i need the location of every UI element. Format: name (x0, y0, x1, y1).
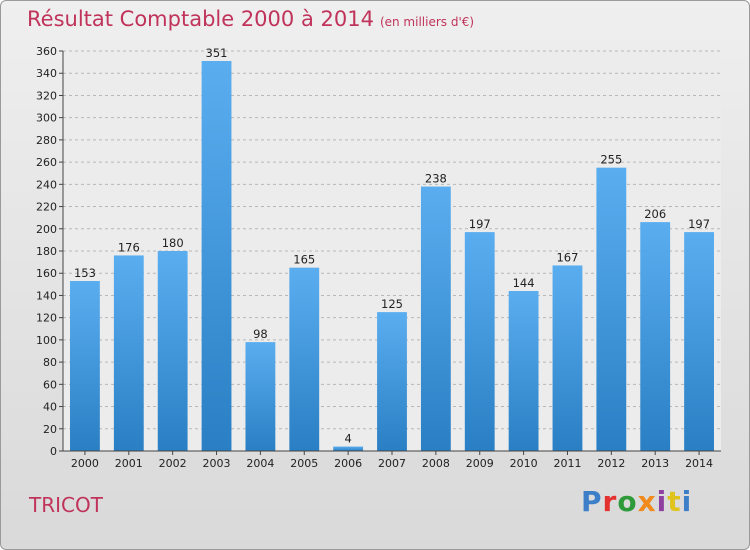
y-tick-label: 240 (36, 178, 57, 191)
y-tick-label: 140 (36, 289, 57, 302)
bar-value-label: 165 (293, 253, 315, 267)
bar-value-label: 197 (469, 217, 491, 231)
y-tick-label: 340 (36, 67, 57, 80)
bar-value-label: 197 (688, 217, 710, 231)
logo-letter: P (581, 485, 603, 518)
y-tick-label: 80 (43, 356, 57, 369)
x-tick-label: 2007 (378, 457, 406, 470)
bar-value-label: 153 (74, 266, 96, 280)
y-tick-label: 0 (50, 445, 57, 458)
x-tick-label: 2012 (597, 457, 625, 470)
x-tick-label: 2001 (115, 457, 143, 470)
bar (596, 167, 627, 451)
bar (333, 446, 364, 451)
logo-letter: i (681, 485, 693, 518)
y-tick-label: 20 (43, 423, 57, 436)
bar (377, 312, 407, 451)
bar-value-label: 144 (513, 276, 535, 290)
proxiti-logo: Proxiti (581, 485, 692, 518)
x-tick-label: 2006 (334, 457, 362, 470)
bar-value-label: 180 (162, 236, 184, 250)
bar-value-label: 98 (253, 327, 268, 341)
chart-title: Résultat Comptable 2000 à 2014 (en millie… (27, 7, 474, 31)
bar (113, 255, 144, 451)
bar-value-label: 351 (206, 46, 228, 60)
bar-value-label: 167 (556, 250, 578, 264)
x-tick-label: 2013 (641, 457, 669, 470)
bar (70, 281, 100, 451)
bar (684, 232, 714, 451)
bar (289, 267, 320, 451)
y-tick-label: 320 (36, 89, 57, 102)
y-tick-label: 260 (36, 156, 57, 169)
y-tick-label: 60 (43, 378, 57, 391)
x-tick-label: 2009 (466, 457, 494, 470)
bar-value-label: 238 (425, 172, 447, 186)
logo-letter: x (637, 485, 657, 518)
bar (245, 342, 276, 451)
bar-value-label: 176 (118, 240, 140, 254)
y-tick-label: 120 (36, 312, 57, 325)
bar (464, 232, 495, 451)
bar (157, 251, 188, 451)
logo-letter: t (667, 485, 682, 518)
x-tick-label: 2008 (422, 457, 450, 470)
x-tick-label: 2002 (159, 457, 187, 470)
x-tick-label: 2014 (685, 457, 713, 470)
bar-value-label: 206 (644, 207, 666, 221)
bar-value-label: 125 (381, 297, 403, 311)
y-tick-label: 200 (36, 223, 57, 236)
logo-letter: i (656, 485, 668, 518)
bar-value-label: 255 (600, 153, 622, 167)
y-tick-label: 360 (36, 45, 57, 58)
bar (201, 61, 232, 451)
bar (420, 186, 451, 452)
logo-letter: r (602, 485, 618, 518)
bar (552, 265, 583, 451)
y-tick-label: 220 (36, 201, 57, 214)
x-tick-label: 2000 (71, 457, 99, 470)
y-tick-label: 180 (36, 245, 57, 258)
y-tick-label: 40 (43, 401, 57, 414)
x-tick-label: 2005 (290, 457, 318, 470)
commune-name: TRICOT (29, 493, 103, 517)
x-tick-label: 2011 (553, 457, 581, 470)
x-tick-label: 2004 (246, 457, 274, 470)
y-tick-label: 300 (36, 112, 57, 125)
bar (508, 291, 539, 451)
y-tick-label: 100 (36, 334, 57, 347)
x-tick-label: 2003 (203, 457, 231, 470)
y-tick-label: 160 (36, 267, 57, 280)
logo-letter: o (617, 485, 638, 518)
x-tick-label: 2010 (510, 457, 538, 470)
chart-title-text: Résultat Comptable 2000 à 2014 (27, 7, 374, 31)
bar (640, 222, 671, 451)
chart-subtitle: (en milliers d'€) (379, 15, 475, 29)
y-tick-label: 280 (36, 134, 57, 147)
bar-value-label: 4 (344, 432, 351, 446)
